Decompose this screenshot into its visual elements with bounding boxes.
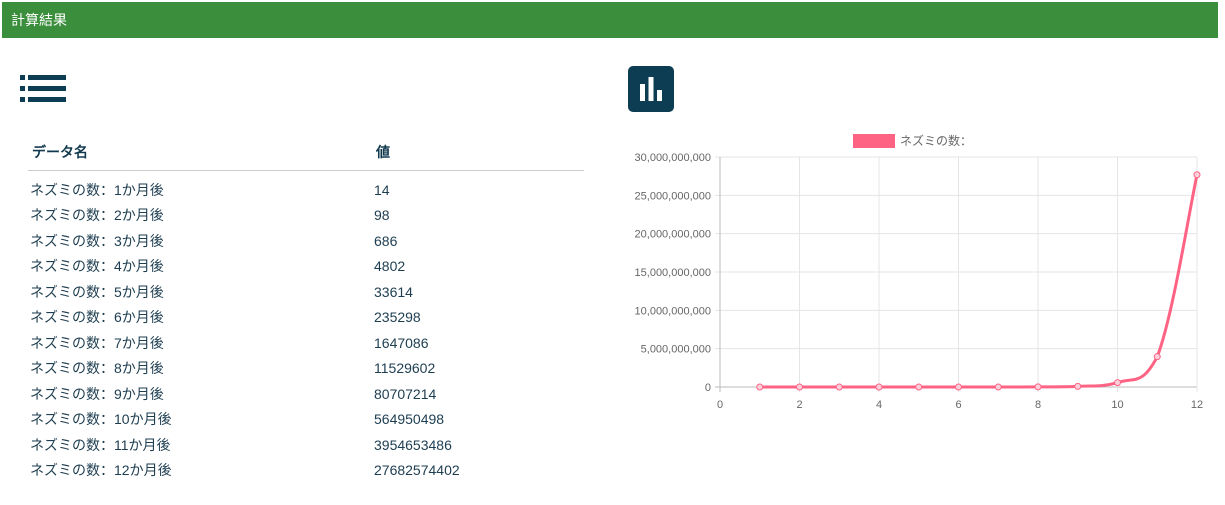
row-name: ネズミの数：6か月後 bbox=[30, 309, 164, 326]
table-row: ネズミの数：6か月後 235298 bbox=[28, 305, 584, 331]
row-value: 98 bbox=[374, 207, 390, 224]
row-name: ネズミの数：1か月後 bbox=[30, 181, 164, 198]
data-point bbox=[994, 383, 1002, 391]
list-icon bbox=[20, 75, 66, 102]
table-row: ネズミの数：11か月後 3954653486 bbox=[28, 432, 584, 458]
data-point bbox=[835, 383, 843, 391]
y-tick-label: 5,000,000,000 bbox=[641, 344, 711, 356]
x-tick-label: 0 bbox=[717, 399, 723, 411]
table-row: ネズミの数：10か月後 564950498 bbox=[28, 407, 584, 433]
row-value: 235298 bbox=[374, 309, 421, 326]
y-tick-label: 20,000,000,000 bbox=[635, 229, 711, 241]
table-row: ネズミの数：4か月後 4802 bbox=[28, 254, 584, 280]
data-point bbox=[955, 383, 962, 391]
table-row: ネズミの数：1か月後 14 bbox=[28, 171, 584, 203]
x-tick-label: 2 bbox=[796, 399, 802, 411]
x-tick-label: 6 bbox=[955, 399, 961, 411]
result-table: データ名 値 ネズミの数：1か月後 14 ネズミの数：2か月後 98 ネズミの数：3か月… bbox=[28, 134, 584, 483]
table-row: ネズミの数：12か月後 27682574402 bbox=[28, 458, 584, 484]
row-name: ネズミの数：8か月後 bbox=[30, 360, 164, 377]
row-name: ネズミの数：11か月後 bbox=[30, 436, 171, 453]
data-point bbox=[756, 383, 764, 391]
y-tick-label: 10,000,000,000 bbox=[635, 305, 711, 317]
row-value: 4802 bbox=[374, 258, 406, 275]
row-value: 33614 bbox=[374, 283, 413, 300]
table-header-row: データ名 値 bbox=[28, 134, 584, 171]
table-row: ネズミの数：9か月後 80707214 bbox=[28, 381, 584, 407]
row-name: ネズミの数：2か月後 bbox=[30, 207, 164, 224]
x-tick-label: 4 bbox=[876, 399, 882, 411]
column-header-name: データ名 bbox=[28, 134, 372, 171]
row-value: 564950498 bbox=[374, 411, 445, 428]
data-point bbox=[1114, 379, 1121, 387]
y-tick-label: 25,000,000,000 bbox=[635, 190, 711, 202]
legend-label: ネズミの数： bbox=[900, 133, 972, 148]
table-row: ネズミの数：7か月後 1647086 bbox=[28, 330, 584, 356]
row-name: ネズミの数：9か月後 bbox=[30, 385, 164, 402]
data-point bbox=[915, 383, 923, 391]
x-tick-label: 8 bbox=[1035, 399, 1041, 411]
row-name: ネズミの数：10か月後 bbox=[30, 411, 172, 428]
data-point bbox=[875, 383, 883, 391]
row-name: ネズミの数：4か月後 bbox=[30, 258, 164, 275]
data-point bbox=[1074, 382, 1082, 390]
row-value: 686 bbox=[374, 232, 398, 249]
page-title: 計算結果 bbox=[11, 12, 67, 28]
data-point bbox=[1193, 171, 1201, 179]
table-row: ネズミの数：5か月後 33614 bbox=[28, 279, 584, 305]
table-row: ネズミの数：2か月後 98 bbox=[28, 203, 584, 229]
row-name: ネズミの数：3か月後 bbox=[30, 232, 164, 249]
series-line bbox=[759, 174, 1199, 389]
y-tick-label: 0 bbox=[705, 382, 711, 394]
row-value: 3954653486 bbox=[374, 436, 452, 453]
legend-swatch bbox=[853, 134, 895, 148]
row-name: ネズミの数：5か月後 bbox=[30, 283, 164, 300]
column-header-value: 値 bbox=[372, 134, 584, 171]
bar-chart-icon bbox=[628, 66, 674, 112]
row-name: ネズミの数：7か月後 bbox=[30, 334, 164, 351]
row-value: 11529602 bbox=[374, 360, 436, 377]
table-row: ネズミの数：3か月後 686 bbox=[28, 228, 584, 254]
y-tick-label: 15,000,000,000 bbox=[635, 267, 711, 279]
page-header: 計算結果 bbox=[2, 2, 1218, 38]
y-tick-label: 30,000,000,000 bbox=[635, 152, 711, 164]
data-point bbox=[1153, 353, 1161, 361]
row-value: 80707214 bbox=[374, 385, 437, 402]
chart-container: 0 5,000,000,000 10,000,000,000 15,000,000,0… bbox=[620, 125, 1220, 425]
line-chart: 0 5,000,000,000 10,000,000,000 15,000,000,0… bbox=[635, 133, 1204, 411]
row-value: 14 bbox=[374, 181, 390, 198]
row-name: ネズミの数：12か月後 bbox=[30, 462, 172, 479]
data-point bbox=[796, 383, 803, 391]
x-tick-label: 12 bbox=[1191, 399, 1203, 411]
table-row: ネズミの数：8か月後 11529602 bbox=[28, 356, 584, 382]
x-tick-label: 10 bbox=[1111, 399, 1123, 411]
row-value: 27682574402 bbox=[374, 462, 460, 479]
data-point bbox=[1034, 383, 1042, 391]
row-value: 1647086 bbox=[374, 334, 429, 351]
